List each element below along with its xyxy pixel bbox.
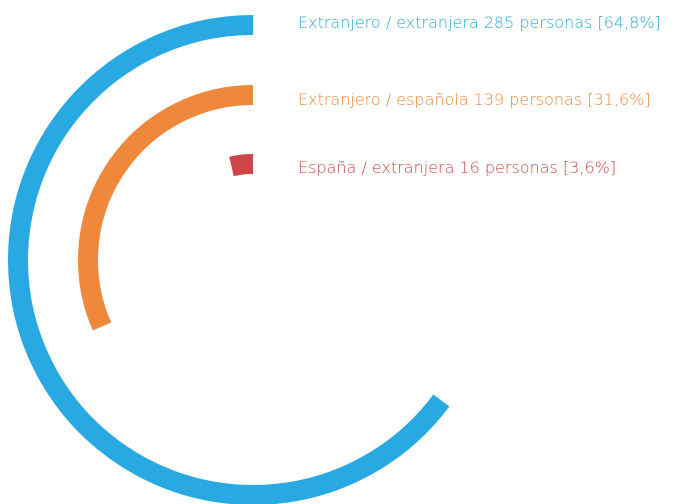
category-label: Extranjero / española	[298, 90, 469, 109]
value-label: 285 personas [64,8%]	[484, 13, 661, 32]
category-label: España / extranjera	[298, 158, 454, 177]
arc	[78, 85, 254, 331]
label: España / extranjera 16 personas [3,6%]	[298, 158, 616, 177]
category-label: Extranjero / extranjera	[298, 13, 479, 32]
label: Extranjero / extranjera 285 personas [64,…	[298, 13, 661, 32]
arc	[229, 154, 254, 177]
value-label: 139 personas [31,6%]	[474, 90, 651, 109]
arc	[8, 15, 450, 504]
value-label: 16 personas [3,6%]	[459, 158, 616, 177]
label: Extranjero / española 139 personas [31,6%…	[298, 90, 651, 109]
